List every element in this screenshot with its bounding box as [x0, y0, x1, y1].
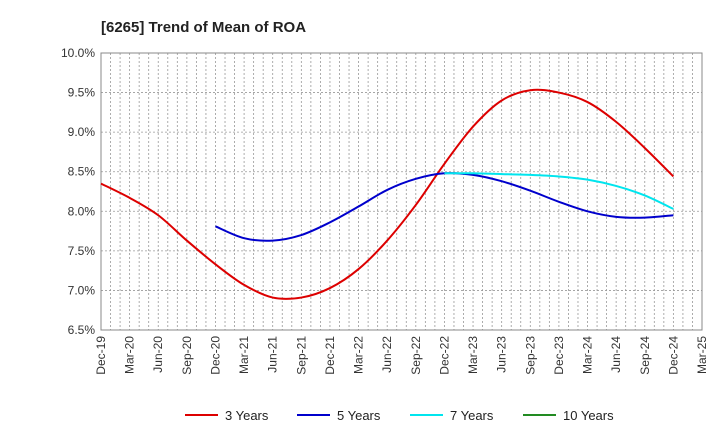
y-tick-label: 9.0% [68, 125, 96, 139]
legend-label-10-years: 10 Years [563, 408, 614, 423]
x-tick-label: Dec-23 [552, 336, 566, 375]
y-tick-label: 8.5% [68, 165, 96, 179]
y-tick-label: 7.5% [68, 244, 96, 258]
legend-label-5-years: 5 Years [337, 408, 381, 423]
x-tick-label: Dec-19 [94, 336, 108, 375]
x-tick-label: Mar-23 [466, 336, 480, 374]
series-line-3-years [100, 88, 675, 300]
y-tick-label: 9.5% [68, 86, 96, 100]
x-tick-label: Mar-22 [352, 336, 366, 374]
x-tick-label: Jun-24 [609, 336, 623, 373]
x-tick-label: Sep-21 [294, 336, 308, 375]
x-tick-label: Sep-23 [523, 336, 537, 375]
series-line-7-years [444, 172, 674, 210]
x-axis: Dec-19 Mar-20 Jun-20 Sep-20 Dec-20 Mar-21 Jun-… [94, 336, 709, 375]
x-tick-label: Mar-24 [581, 336, 595, 374]
y-tick-label: 6.5% [68, 323, 96, 337]
x-tick-label: Jun-20 [151, 336, 165, 373]
y-tick-label: 10.0% [61, 46, 95, 60]
x-tick-label: Sep-24 [638, 336, 652, 375]
x-tick-label: Mar-21 [237, 336, 251, 374]
x-tick-label: Jun-23 [495, 336, 509, 373]
x-tick-label: Mar-20 [123, 336, 137, 374]
x-tick-label: Dec-22 [437, 336, 451, 375]
y-tick-label: 8.0% [68, 204, 96, 218]
y-tick-label: 7.0% [68, 283, 96, 297]
x-tick-label: Sep-20 [180, 336, 194, 375]
x-tick-label: Dec-20 [208, 336, 222, 375]
x-tick-label: Jun-21 [266, 336, 280, 373]
x-tick-label: Sep-22 [409, 336, 423, 375]
plot-area-border [100, 52, 703, 331]
x-tick-label: Mar-25 [695, 336, 709, 374]
x-tick-label: Jun-22 [380, 336, 394, 373]
legend-label-7-years: 7 Years [450, 408, 494, 423]
grid [100, 52, 702, 331]
legend-label-3-years: 3 Years [225, 408, 269, 423]
chart-title: [6265] Trend of Mean of ROA [101, 19, 306, 36]
legend: 3 Years 5 Years 7 Years 10 Years [185, 408, 614, 423]
x-tick-label: Dec-24 [666, 336, 680, 375]
x-tick-label: Dec-21 [323, 336, 337, 375]
y-axis: 6.5% 7.0% 7.5% 8.0% 8.5% 9.0% 9.5% 10.0% [61, 46, 95, 337]
series-group [100, 88, 675, 300]
